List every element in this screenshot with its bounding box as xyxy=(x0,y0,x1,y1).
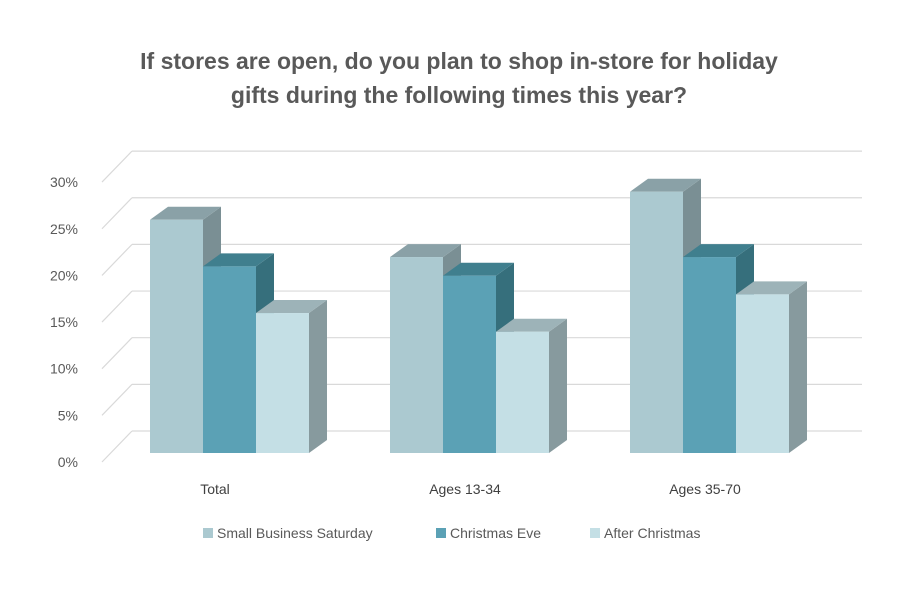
x-tick-label: Total xyxy=(200,481,230,497)
grid-diagonal xyxy=(101,150,133,183)
bar xyxy=(496,331,549,453)
y-tick-label: 20% xyxy=(50,267,78,283)
legend-swatch xyxy=(436,528,446,538)
y-tick-label: 25% xyxy=(50,221,78,237)
legend-label: After Christmas xyxy=(604,525,700,541)
y-tick-label: 10% xyxy=(50,361,78,377)
bar xyxy=(443,275,496,453)
bar xyxy=(736,294,789,453)
y-tick-label: 5% xyxy=(58,407,78,423)
bar xyxy=(390,257,443,453)
x-tick-label: Ages 13-34 xyxy=(429,481,501,497)
x-tick-label: Ages 35-70 xyxy=(669,481,741,497)
bar-top xyxy=(630,178,701,192)
bar xyxy=(256,313,309,453)
bar xyxy=(630,191,683,453)
bar-top xyxy=(390,244,461,258)
legend-swatch xyxy=(590,528,600,538)
grid-diagonal xyxy=(101,337,133,370)
bar xyxy=(203,266,256,453)
y-tick-label: 0% xyxy=(58,454,78,470)
bar xyxy=(150,219,203,453)
bar-side xyxy=(789,281,807,453)
legend-label: Small Business Saturday xyxy=(217,525,373,541)
legend-swatch xyxy=(203,528,213,538)
grid-diagonal xyxy=(101,290,133,323)
grid-diagonal xyxy=(101,197,133,230)
chart-title-line: gifts during the following times this ye… xyxy=(230,82,688,108)
chart-title-line: If stores are open, do you plan to shop … xyxy=(140,48,778,74)
y-tick-label: 30% xyxy=(50,174,78,190)
bar-side xyxy=(309,300,327,453)
grid-diagonal xyxy=(101,383,133,416)
bar-top xyxy=(496,318,567,332)
bar-top xyxy=(736,281,807,295)
bar-top xyxy=(203,253,274,267)
chart-title: If stores are open, do you plan to shop … xyxy=(0,44,918,112)
bar-top xyxy=(256,300,327,314)
y-tick-label: 15% xyxy=(50,314,78,330)
legend-label: Christmas Eve xyxy=(450,525,541,541)
bar-top xyxy=(683,244,754,258)
grid-diagonal xyxy=(101,430,133,463)
bar xyxy=(683,257,736,453)
bar-top xyxy=(150,206,221,220)
bar-side xyxy=(549,318,567,453)
grid-diagonal xyxy=(101,243,133,276)
bar-top xyxy=(443,262,514,276)
